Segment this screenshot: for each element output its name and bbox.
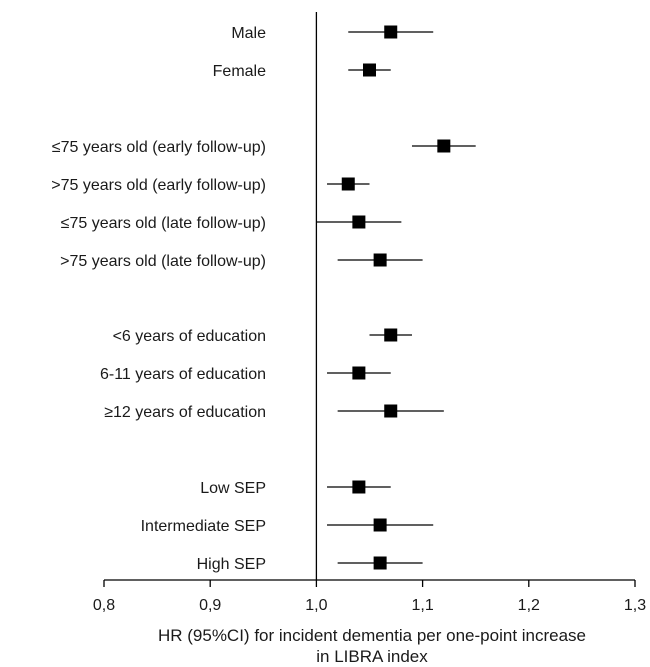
forest-row: High SEP: [197, 556, 423, 573]
x-tick-label: 1,1: [411, 597, 433, 614]
row-label: <6 years of education: [113, 328, 266, 345]
hr-point-marker: [363, 63, 376, 77]
forest-row: ≥12 years of education: [104, 404, 444, 421]
hr-point-marker: [384, 328, 398, 342]
hr-point-marker: [373, 556, 387, 570]
x-tick-label: 1,0: [305, 597, 327, 614]
row-label: >75 years old (early follow-up): [51, 177, 266, 194]
forest-row: <6 years of education: [113, 328, 412, 345]
forest-row: >75 years old (late follow-up): [60, 253, 423, 270]
x-axis-title-line-2: in LIBRA index: [316, 647, 428, 666]
forest-row: Intermediate SEP: [141, 518, 434, 535]
hr-point-marker: [373, 518, 387, 532]
x-axis-ticks: 0,8 0,9 1,0 1,1 1,2 1,3: [93, 580, 646, 614]
x-axis-title-line-1: HR (95%CI) for incident dementia per one…: [158, 626, 586, 645]
forest-row: ≤75 years old (early follow-up): [52, 139, 476, 156]
row-label: High SEP: [197, 556, 266, 573]
row-label: >75 years old (late follow-up): [60, 253, 266, 270]
hr-point-marker: [352, 215, 366, 229]
row-label: Male: [231, 25, 266, 42]
row-label: ≤75 years old (late follow-up): [61, 215, 266, 232]
hr-point-marker: [437, 139, 451, 153]
row-label: Female: [213, 63, 266, 80]
x-tick-label: 1,2: [518, 597, 540, 614]
hr-point-marker: [341, 177, 355, 191]
hr-point-marker: [352, 480, 366, 494]
forest-row: Female: [213, 63, 391, 80]
row-label: Intermediate SEP: [141, 518, 266, 535]
row-label: Low SEP: [200, 480, 266, 497]
hr-point-marker: [352, 366, 366, 380]
row-label: 6-11 years of education: [100, 366, 266, 383]
row-label: ≤75 years old (early follow-up): [52, 139, 266, 156]
hr-point-marker: [384, 25, 398, 39]
x-tick-label: 1,3: [624, 597, 646, 614]
hr-point-marker: [384, 404, 398, 418]
forest-row: >75 years old (early follow-up): [51, 177, 370, 194]
row-label: ≥12 years of education: [104, 404, 266, 421]
forest-row: Male: [231, 25, 434, 42]
rows-layer: Male Female ≤75 years old (early follow-up…: [51, 25, 476, 573]
forest-row: Low SEP: [200, 480, 391, 497]
hr-point-marker: [373, 253, 387, 267]
forest-row: 6-11 years of education: [100, 366, 391, 383]
forest-row: ≤75 years old (late follow-up): [61, 215, 402, 232]
x-tick-label: 0,9: [199, 597, 221, 614]
x-tick-label: 0,8: [93, 597, 115, 614]
